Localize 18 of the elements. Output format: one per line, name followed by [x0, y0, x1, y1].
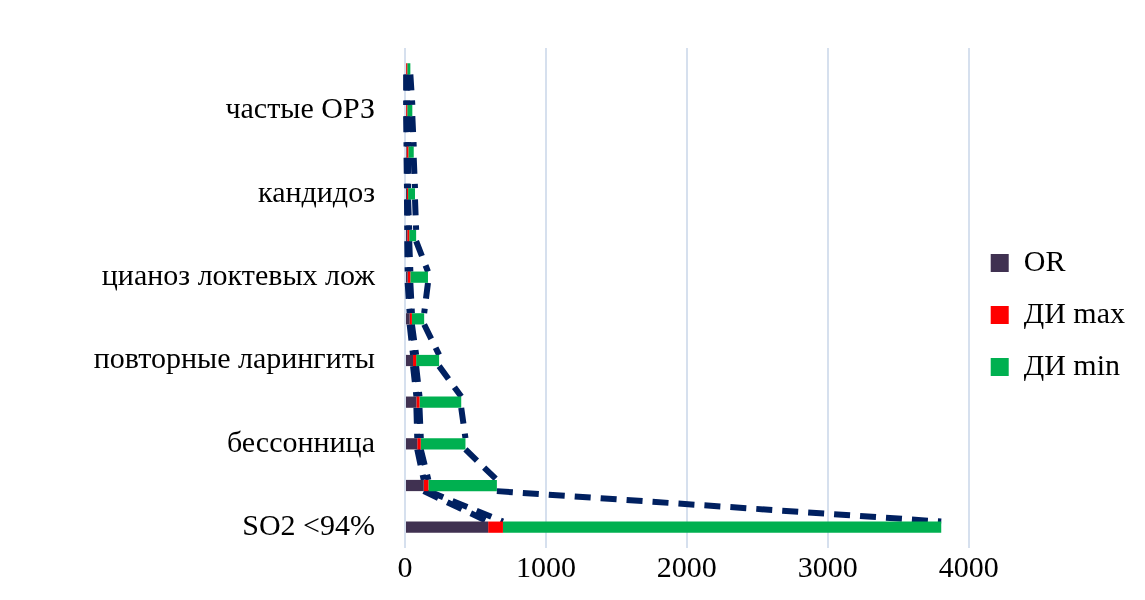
- legend-label: OR: [1023, 243, 1066, 277]
- bar: [488, 521, 503, 533]
- x-tick-label: 4000: [938, 549, 999, 583]
- x-tick-label: 2000: [656, 549, 717, 583]
- y-tick-label: SO2 <94%: [242, 508, 375, 542]
- y-tick-label: повторные ларингиты: [93, 341, 375, 375]
- y-tick-label: частые ОРЗ: [225, 91, 375, 125]
- y-tick-label: цианоз локтевых лож: [101, 258, 376, 292]
- x-tick-label: 1000: [515, 549, 576, 583]
- bar: [413, 354, 417, 367]
- legend-label: ДИ min: [1023, 347, 1121, 381]
- y-tick-label: бессонница: [226, 424, 375, 458]
- bar: [406, 438, 418, 450]
- x-tick-label: 3000: [797, 549, 858, 583]
- legend-label: ДИ max: [1023, 295, 1125, 329]
- x-tick-label: 0: [397, 549, 413, 583]
- y-tick-label: кандидоз: [258, 174, 375, 208]
- bar: [420, 438, 466, 450]
